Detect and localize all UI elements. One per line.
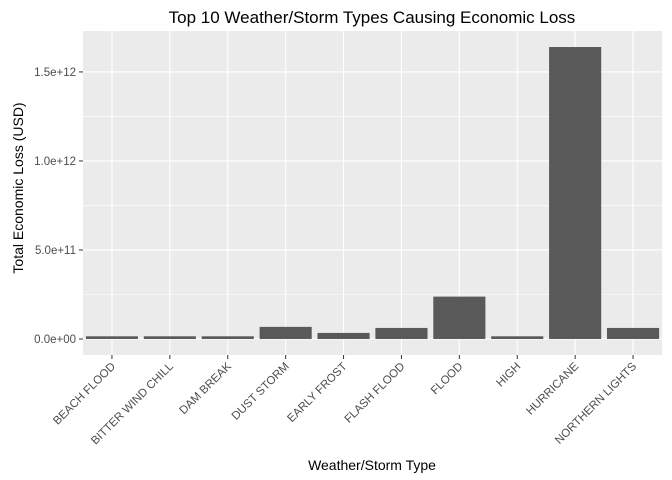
bar: [606, 327, 660, 339]
y-tick-label: 1.0e+12: [34, 156, 76, 168]
bars-group: [85, 47, 660, 339]
x-tick-label: DAM BREAK: [177, 360, 234, 417]
bar: [85, 336, 139, 339]
x-tick-label: FLOOD: [429, 361, 466, 398]
x-tick-label: BEACH FLOOD: [51, 361, 118, 428]
bar: [201, 336, 254, 339]
x-axis-title: Weather/Storm Type: [308, 457, 436, 473]
bar: [549, 47, 602, 339]
y-tick-label: 1.5e+12: [34, 67, 76, 79]
x-tick-label: FLASH FLOOD: [343, 361, 408, 426]
bar: [491, 336, 544, 339]
bar: [433, 296, 486, 339]
bar: [317, 332, 370, 339]
bar: [143, 336, 196, 339]
y-tick-label: 5.0e+11: [35, 245, 76, 257]
x-tick-label: DUST STORM: [230, 361, 292, 423]
y-tick-label: 0.0e+00: [34, 334, 76, 346]
x-tick-label: HURRICANE: [524, 360, 581, 417]
chart-title: Top 10 Weather/Storm Types Causing Econo…: [169, 8, 576, 27]
x-tick-label: HIGH: [495, 361, 524, 390]
bar: [375, 327, 428, 339]
x-tick-label: EARLY FROST: [285, 361, 349, 425]
y-axis-title: Total Economic Loss (USD): [10, 102, 26, 273]
bar: [259, 326, 312, 339]
y-axis: 0.0e+00 5.0e+11 1.0e+12 1.5e+12: [34, 67, 83, 346]
